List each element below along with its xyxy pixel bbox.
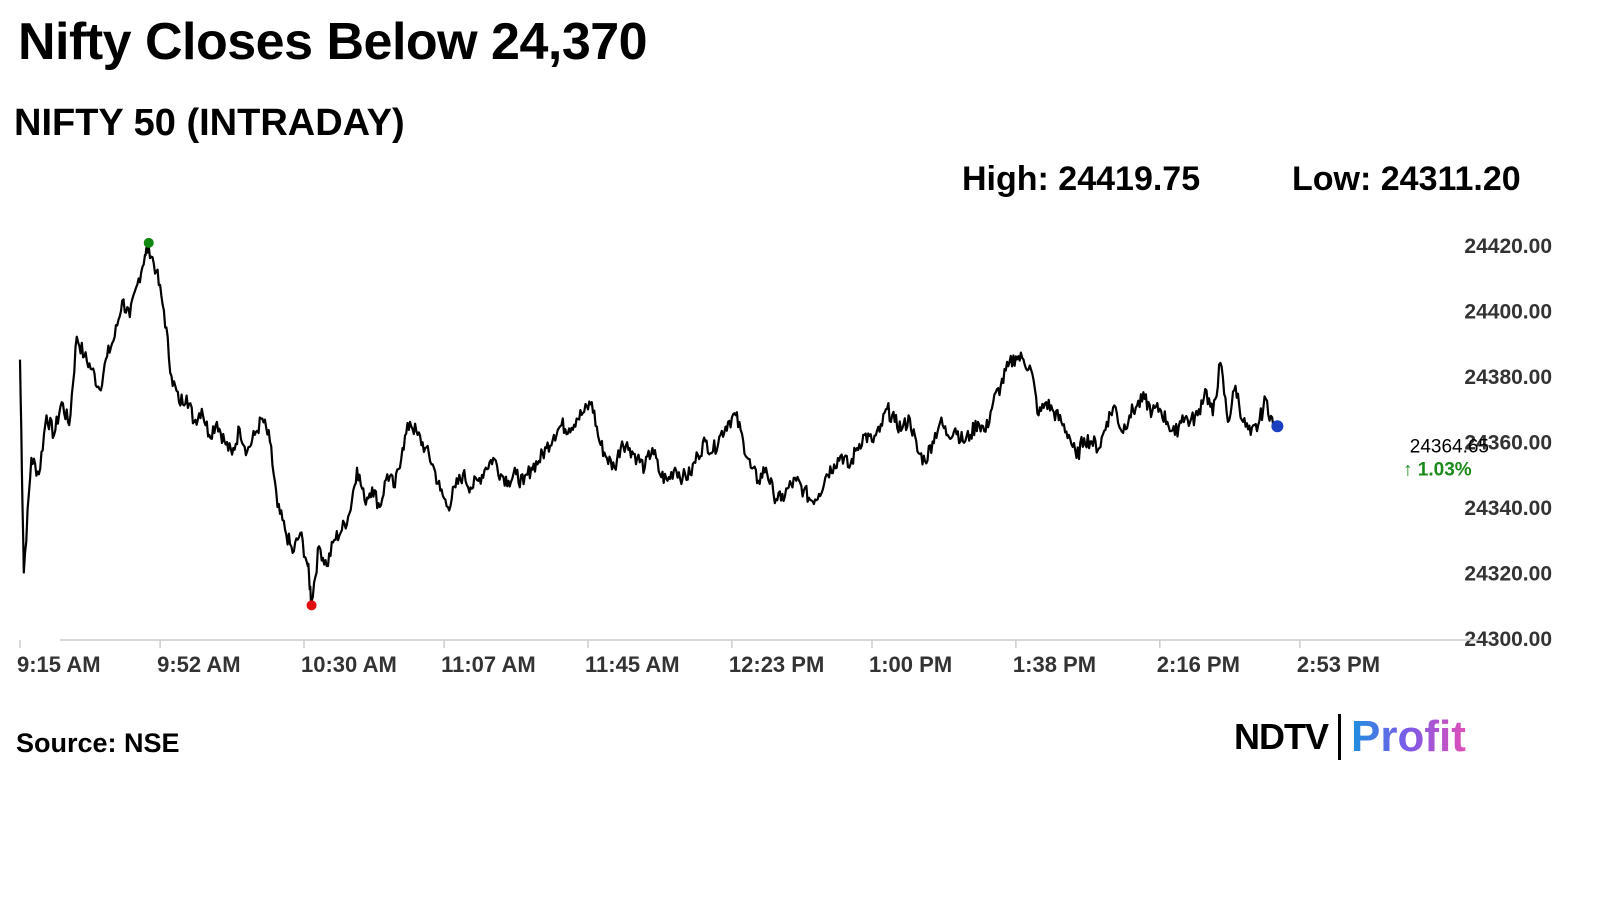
intraday-line-chart: 24420.00 24400.00 24380.00 24360.00 24340.00…: [17, 235, 1552, 677]
logo-divider: [1338, 714, 1341, 760]
x-tick-label: 9:52 AM: [157, 652, 241, 677]
y-axis: 24420.00 24400.00 24380.00 24360.00 24340.00…: [1464, 235, 1552, 651]
x-tick-label: 11:07 AM: [441, 652, 536, 677]
logo-ndtv-text: NDTV: [1234, 716, 1329, 757]
day-low-label: Low: 24311.20: [1292, 160, 1521, 198]
x-tick-label: 9:15 AM: [17, 652, 101, 677]
y-tick-label: 24340.00: [1464, 497, 1552, 520]
y-tick-label: 24300.00: [1464, 628, 1552, 651]
high-point-marker: [143, 237, 154, 248]
logo-profit-text: Profit: [1351, 712, 1466, 761]
x-tick-label: 11:45 AM: [585, 652, 680, 677]
x-tick-label: 2:53 PM: [1297, 652, 1380, 677]
ndtv-profit-logo: NDTV Profit: [1234, 712, 1466, 762]
change-percent-label: ↑ 1.03%: [1403, 459, 1472, 480]
series-line: [18, 238, 1275, 603]
x-tick-label: 12:23 PM: [729, 652, 824, 677]
source-note: Source: NSE: [16, 728, 180, 758]
y-tick-label: 24320.00: [1464, 563, 1552, 586]
low-point-marker: [306, 600, 317, 611]
y-tick-label: 24400.00: [1464, 301, 1552, 324]
y-tick-label: 24420.00: [1464, 235, 1552, 258]
y-tick-label: 24360.00: [1464, 432, 1552, 455]
x-tick-label: 10:30 AM: [301, 652, 397, 677]
chart-headline: Nifty Closes Below 24,370: [18, 13, 648, 71]
y-tick-label: 24380.00: [1464, 366, 1552, 389]
last-point-marker: [1271, 420, 1284, 433]
day-high-label: High: 24419.75: [962, 160, 1201, 198]
x-tick-label: 1:00 PM: [869, 652, 952, 677]
x-tick-label: 2:16 PM: [1157, 652, 1240, 677]
chart-subtitle: NIFTY 50 (INTRADAY): [14, 102, 405, 144]
x-tick-label: 1:38 PM: [1013, 652, 1096, 677]
last-value-label: 24364.65: [1410, 436, 1489, 457]
x-axis: 9:15 AM 9:52 AM 10:30 AM 11:07 AM 11:45 AM 12…: [17, 639, 1480, 677]
